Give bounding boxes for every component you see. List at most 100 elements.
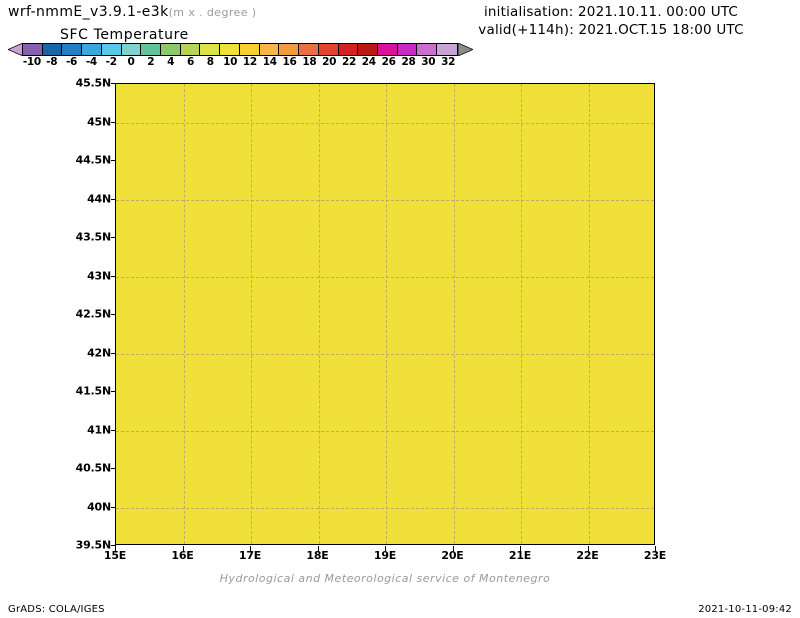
- colorbar-swatch: [417, 44, 438, 55]
- latitude-label: 44.5N: [75, 153, 112, 167]
- longitude-label: 15E: [103, 549, 127, 562]
- latitude-tick: [111, 429, 116, 431]
- colorbar-swatch: [82, 44, 102, 55]
- model-units: (m x . degree ): [168, 6, 257, 19]
- latitude-tick: [111, 121, 116, 123]
- colorbar-tick: 10: [223, 56, 238, 68]
- longitude-label: 21E: [508, 549, 532, 562]
- colorbar-tick: 12: [242, 56, 257, 68]
- colorbar-swatch: [358, 44, 378, 55]
- colorbar-tick: -10: [22, 56, 41, 68]
- gridline-meridian: [521, 84, 522, 544]
- longitude-label: 19E: [373, 549, 397, 562]
- colorbar-tick: 6: [186, 56, 194, 68]
- colorbar-tick: -2: [105, 56, 117, 68]
- longitude-axis: 15E 16E 17E 18E 19E 20E 21E 22E 23E: [104, 546, 666, 564]
- colorbar-tick: 16: [282, 56, 297, 68]
- colorbar-tick: 0: [127, 56, 135, 68]
- latitude-axis: 45.5N 45N 44.5N 44N 43.5N 43N 42.5N 42N 41.5N 41N…: [72, 77, 112, 552]
- colorbar-swatch: [62, 44, 83, 55]
- latitude-tick: [111, 352, 116, 354]
- colorbar-tick: 28: [401, 56, 416, 68]
- longitude-tick: [317, 546, 319, 551]
- gridline-parallel: [116, 353, 654, 355]
- latitude-label: 43N: [87, 269, 111, 282]
- latitude-label: 41N: [87, 423, 111, 436]
- colorbar-swatch: [239, 44, 260, 55]
- gridline-parallel: [116, 430, 654, 432]
- colorbar-under-arrow-icon: [8, 43, 23, 56]
- gridline-parallel: [116, 122, 654, 124]
- latitude-label: 42N: [87, 346, 111, 359]
- colorbar-over-arrow-icon: [458, 43, 473, 56]
- colorbar-title: SFC Temperature: [60, 27, 189, 43]
- colorbar-swatch: [299, 44, 319, 55]
- latitude-tick: [111, 506, 116, 508]
- colorbar-swatch: [279, 44, 300, 55]
- longitude-label: 23E: [643, 549, 667, 562]
- latitude-label: 41.5N: [75, 384, 112, 398]
- valid-time: valid(+114h): 2021.OCT.15 18:00 UTC: [478, 22, 744, 38]
- gridline-meridian: [318, 84, 320, 544]
- latitude-label: 45.5N: [75, 76, 112, 90]
- colorbar-tick: 20: [322, 56, 337, 68]
- colorbar-swatch: [141, 44, 162, 55]
- longitude-tick: [115, 546, 116, 551]
- latitude-tick: [111, 545, 116, 546]
- longitude-tick: [182, 546, 184, 551]
- gridline-parallel: [116, 199, 654, 201]
- colorbar-tick: 18: [302, 56, 317, 68]
- colorbar-tick: -8: [46, 56, 58, 68]
- gridline-parallel: [116, 276, 654, 278]
- colorbar-swatch: [121, 44, 142, 55]
- latitude-label: 42.5N: [75, 307, 112, 321]
- gridline-meridian: [588, 84, 590, 544]
- latitude-tick: [111, 314, 116, 315]
- colorbar-tick: 8: [206, 56, 214, 68]
- colorbar-tick: -4: [85, 56, 97, 68]
- temperature-field: [116, 84, 654, 544]
- latitude-label: 45N: [87, 115, 111, 128]
- latitude-tick: [111, 468, 116, 469]
- colorbar-swatch: [259, 44, 280, 55]
- gridline-parallel: [116, 507, 654, 509]
- colorbar-swatch: [23, 44, 43, 55]
- grads-label: GrADS: COLA/IGES: [8, 604, 105, 615]
- colorbar-swatches: [22, 43, 458, 56]
- latitude-label: 40.5N: [75, 461, 112, 475]
- colorbar-swatch: [180, 44, 201, 55]
- latitude-tick: [111, 391, 116, 392]
- run-info: initialisation: 2021.10.11. 00:00 UTC va…: [430, 3, 792, 39]
- latitude-tick: [111, 275, 116, 277]
- model-name: wrf-nmmE_v3.9.1-e3k: [8, 4, 169, 20]
- colorbar-tick: 30: [421, 56, 436, 68]
- colorbar: -10 -8 -6 -4 -2 0 2 4 6 8 10 12 14 16 18 20 22 24 26 28 30 32: [8, 43, 473, 69]
- colorbar-swatch: [377, 44, 398, 55]
- latitude-label: 40N: [87, 500, 111, 513]
- gridline-meridian: [453, 84, 455, 544]
- latitude-label: 43.5N: [75, 230, 112, 244]
- colorbar-swatch: [42, 44, 63, 55]
- gridline-meridian: [183, 84, 185, 544]
- longitude-tick: [250, 546, 251, 551]
- colorbar-tick: 24: [361, 56, 376, 68]
- model-title: wrf-nmmE_v3.9.1-e3k(m x . degree ): [8, 4, 256, 20]
- colorbar-swatch: [220, 44, 240, 55]
- longitude-label: 16E: [171, 549, 194, 562]
- colorbar-swatch: [161, 44, 181, 55]
- latitude-tick: [111, 83, 116, 84]
- colorbar-tick: 22: [341, 56, 357, 68]
- gridline-meridian: [386, 84, 387, 544]
- longitude-label: 22E: [576, 549, 599, 562]
- colorbar-tick: 32: [441, 56, 456, 68]
- gridline-meridian: [251, 84, 252, 544]
- latitude-tick: [111, 198, 116, 200]
- map-plot-area[interactable]: [115, 83, 655, 545]
- latitude-label: 44N: [87, 192, 111, 205]
- longitude-label: 18E: [306, 549, 329, 562]
- latitude-tick: [111, 160, 116, 161]
- colorbar-swatch: [338, 44, 359, 55]
- colorbar-tick: 26: [381, 56, 396, 68]
- colorbar-swatch: [101, 44, 122, 55]
- longitude-tick: [655, 546, 656, 551]
